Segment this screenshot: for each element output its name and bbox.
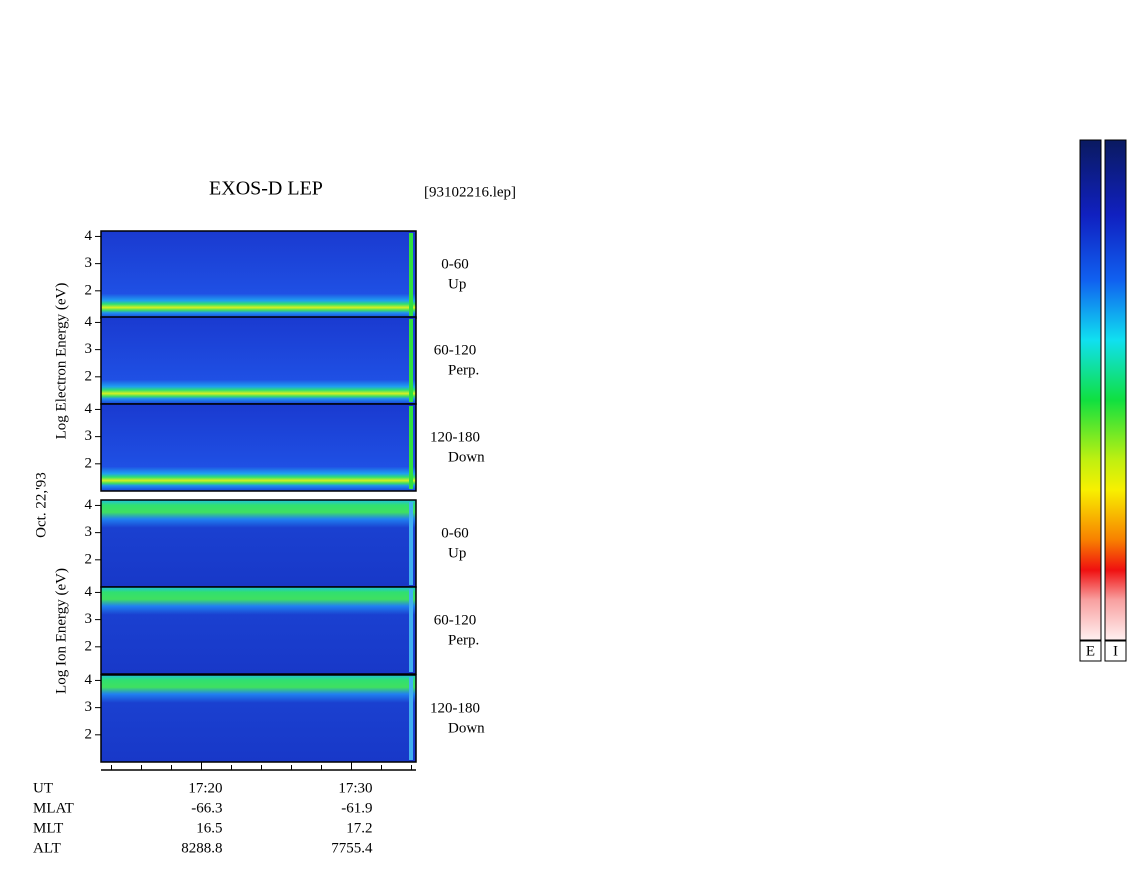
edge-strip: [409, 233, 413, 316]
orbit-value: -66.3: [191, 800, 222, 816]
colorbar: [1104, 139, 1127, 641]
edge-strip: [409, 502, 413, 585]
y-tick-label: 2: [85, 551, 93, 567]
file-name: [93102216.lep]: [424, 184, 516, 200]
y-tick-label: 4: [85, 228, 93, 244]
direction: Down: [448, 449, 485, 465]
y-tick-label: 4: [85, 672, 93, 688]
y-tick-label: 3: [85, 611, 93, 627]
direction: Up: [448, 545, 466, 561]
orbit-row-label: MLAT: [33, 800, 74, 816]
colorbar-label: I: [1113, 643, 1118, 659]
angle-range: 60-120: [434, 342, 477, 358]
y-tick-label: 3: [85, 699, 93, 715]
y-tick-label: 2: [85, 368, 93, 384]
orbit-value: -61.9: [341, 800, 372, 816]
direction: Up: [448, 276, 466, 292]
group-label: Log Electron Energy (eV): [53, 283, 69, 440]
colorbar: [1079, 139, 1102, 641]
angle-range: 0-60: [441, 256, 469, 272]
orbit-row-label: ALT: [33, 840, 61, 856]
orbit-value: 17.2: [346, 820, 372, 836]
time-row-label: UT: [33, 780, 53, 796]
x-tick-label: 17:20: [188, 780, 222, 796]
colorbar-label-box: [1079, 640, 1102, 662]
spectrogram-panel: [100, 586, 417, 675]
orbit-value: 16.5: [196, 820, 222, 836]
y-tick-label: 4: [85, 584, 93, 600]
orbit-value: 8288.8: [181, 840, 222, 856]
angle-range: 120-180: [430, 429, 480, 445]
y-tick-label: 3: [85, 428, 93, 444]
spectrogram-panel: [100, 674, 417, 763]
colorbar-label-box: [1104, 640, 1127, 662]
orbit-row-label: MLT: [33, 820, 63, 836]
chart-title: EXOS-D LEP: [209, 178, 323, 200]
y-tick-label: 2: [85, 638, 93, 654]
y-tick-label: 3: [85, 341, 93, 357]
edge-strip: [409, 677, 413, 760]
y-tick-label: 2: [85, 455, 93, 471]
direction: Down: [448, 720, 485, 736]
edge-strip: [409, 589, 413, 672]
angle-range: 0-60: [441, 525, 469, 541]
spectrogram-panel: [100, 230, 417, 319]
spectrogram-panel: [100, 316, 417, 405]
y-tick-label: 3: [85, 524, 93, 540]
y-tick-label: 2: [85, 726, 93, 742]
y-tick-label: 4: [85, 401, 93, 417]
group-label: Log Ion Energy (eV): [53, 568, 69, 694]
edge-strip: [409, 406, 413, 489]
direction: Perp.: [448, 632, 479, 648]
angle-range: 120-180: [430, 700, 480, 716]
orbit-value: 7755.4: [331, 840, 373, 856]
edge-strip: [409, 319, 413, 402]
spectrogram-panel: [100, 499, 417, 588]
colorbar-label: E: [1086, 643, 1095, 659]
y-tick-label: 4: [85, 497, 93, 513]
direction: Perp.: [448, 362, 479, 378]
y-tick-label: 4: [85, 314, 93, 330]
x-tick-label: 17:30: [338, 780, 372, 796]
date-label: Oct. 22,'93: [33, 472, 49, 538]
angle-range: 60-120: [434, 612, 477, 628]
spectrogram-panel: [100, 403, 417, 492]
y-tick-label: 3: [85, 255, 93, 271]
y-tick-label: 2: [85, 282, 93, 298]
